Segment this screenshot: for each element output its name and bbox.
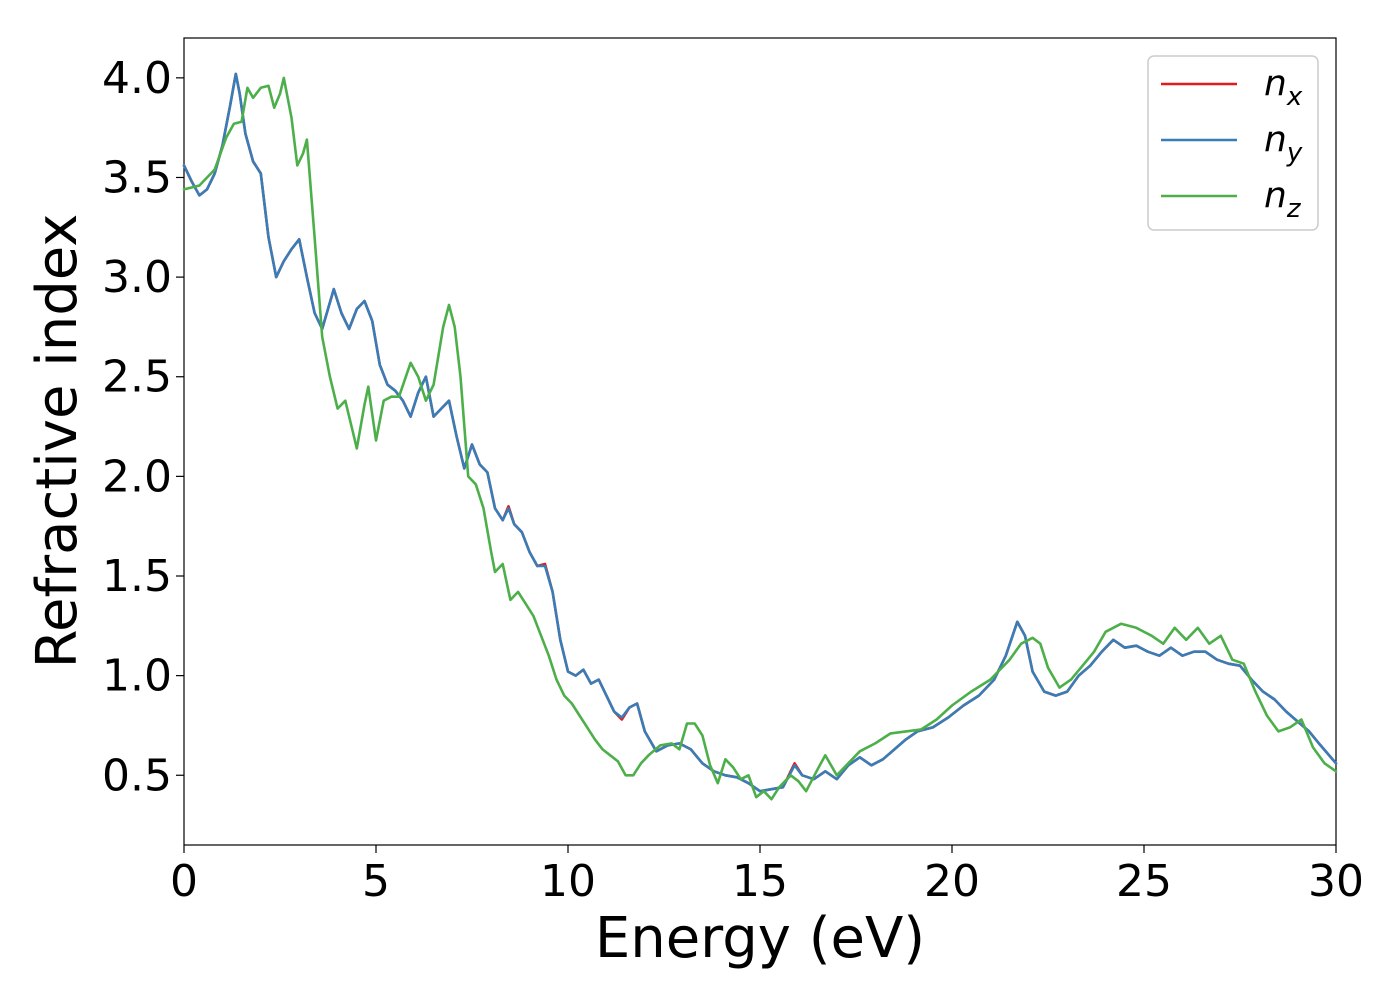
x-tick-label: 20 xyxy=(924,856,980,907)
x-tick-label: 15 xyxy=(732,856,788,907)
x-axis-title: Energy (eV) xyxy=(595,906,925,971)
legend-label-n-x: nx xyxy=(1264,63,1303,112)
y-tick-label: 0.5 xyxy=(102,750,172,801)
y-axis-ticks: 0.5 1.0 1.5 2.0 2.5 3.0 3.5 4.0 xyxy=(102,53,184,801)
y-tick-label: 1.5 xyxy=(102,551,172,602)
legend-label-n-z: nz xyxy=(1264,175,1302,224)
y-tick-label: 2.5 xyxy=(102,352,172,403)
y-tick-label: 4.0 xyxy=(102,53,172,104)
y-axis-title: Refractive index xyxy=(25,214,90,669)
series-line-n-z xyxy=(182,76,1338,801)
legend-box xyxy=(1147,55,1319,231)
x-tick-label: 0 xyxy=(170,856,198,907)
y-tick-label: 3.5 xyxy=(102,152,172,203)
series-line-n-y xyxy=(182,72,1338,793)
x-axis-ticks: 0 5 10 15 20 25 30 xyxy=(170,845,1364,907)
legend: nx ny nz xyxy=(1147,55,1319,231)
x-tick-label: 5 xyxy=(362,856,390,907)
y-tick-label: 2.0 xyxy=(102,451,172,502)
y-tick-label: 3.0 xyxy=(102,252,172,303)
legend-label-n-y: ny xyxy=(1264,119,1303,168)
x-tick-label: 30 xyxy=(1308,856,1364,907)
y-tick-label: 1.0 xyxy=(102,651,172,702)
x-tick-label: 25 xyxy=(1116,856,1172,907)
series-group xyxy=(182,72,1338,801)
x-tick-label: 10 xyxy=(540,856,596,907)
